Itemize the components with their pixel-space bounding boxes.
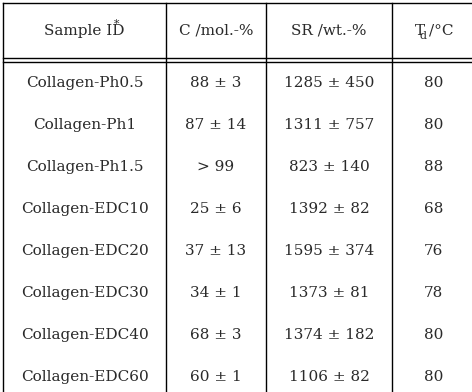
Text: 88: 88 <box>424 160 443 174</box>
Text: 823 ± 140: 823 ± 140 <box>288 160 370 174</box>
Text: Collagen-EDC40: Collagen-EDC40 <box>21 328 148 342</box>
Text: 1106 ± 82: 1106 ± 82 <box>288 370 370 384</box>
Text: 68: 68 <box>424 202 443 216</box>
Text: 60 ± 1: 60 ± 1 <box>190 370 242 384</box>
Text: 25 ± 6: 25 ± 6 <box>190 202 242 216</box>
Text: 1373 ± 81: 1373 ± 81 <box>289 286 369 300</box>
Text: *: * <box>114 18 119 29</box>
Text: 80: 80 <box>424 118 443 132</box>
Text: Collagen-Ph1.5: Collagen-Ph1.5 <box>26 160 143 174</box>
Text: 80: 80 <box>424 370 443 384</box>
Text: /°C: /°C <box>429 24 454 38</box>
Text: 80: 80 <box>424 328 443 342</box>
Text: 78: 78 <box>424 286 443 300</box>
Text: 88 ± 3: 88 ± 3 <box>190 76 242 90</box>
Text: Collagen-EDC30: Collagen-EDC30 <box>21 286 148 300</box>
Text: 1374 ± 182: 1374 ± 182 <box>284 328 374 342</box>
Text: > 99: > 99 <box>197 160 235 174</box>
Text: 80: 80 <box>424 76 443 90</box>
Text: 87 ± 14: 87 ± 14 <box>185 118 247 132</box>
Text: Collagen-EDC20: Collagen-EDC20 <box>21 244 148 258</box>
Text: d: d <box>420 31 427 40</box>
Text: 1285 ± 450: 1285 ± 450 <box>284 76 374 90</box>
Text: 34 ± 1: 34 ± 1 <box>190 286 242 300</box>
Text: 1392 ± 82: 1392 ± 82 <box>288 202 370 216</box>
Text: T: T <box>414 24 424 38</box>
Text: Sample ID: Sample ID <box>44 24 125 38</box>
Text: Collagen-EDC60: Collagen-EDC60 <box>21 370 148 384</box>
Text: 1595 ± 374: 1595 ± 374 <box>284 244 374 258</box>
Text: C /mol.-%: C /mol.-% <box>179 24 253 38</box>
Text: 76: 76 <box>424 244 443 258</box>
Text: 37 ± 13: 37 ± 13 <box>185 244 246 258</box>
Text: Collagen-Ph0.5: Collagen-Ph0.5 <box>26 76 143 90</box>
Text: Collagen-EDC10: Collagen-EDC10 <box>21 202 148 216</box>
Text: 1311 ± 757: 1311 ± 757 <box>284 118 374 132</box>
Text: Collagen-Ph1: Collagen-Ph1 <box>33 118 136 132</box>
Text: 68 ± 3: 68 ± 3 <box>190 328 242 342</box>
Text: SR /wt.-%: SR /wt.-% <box>291 24 367 38</box>
